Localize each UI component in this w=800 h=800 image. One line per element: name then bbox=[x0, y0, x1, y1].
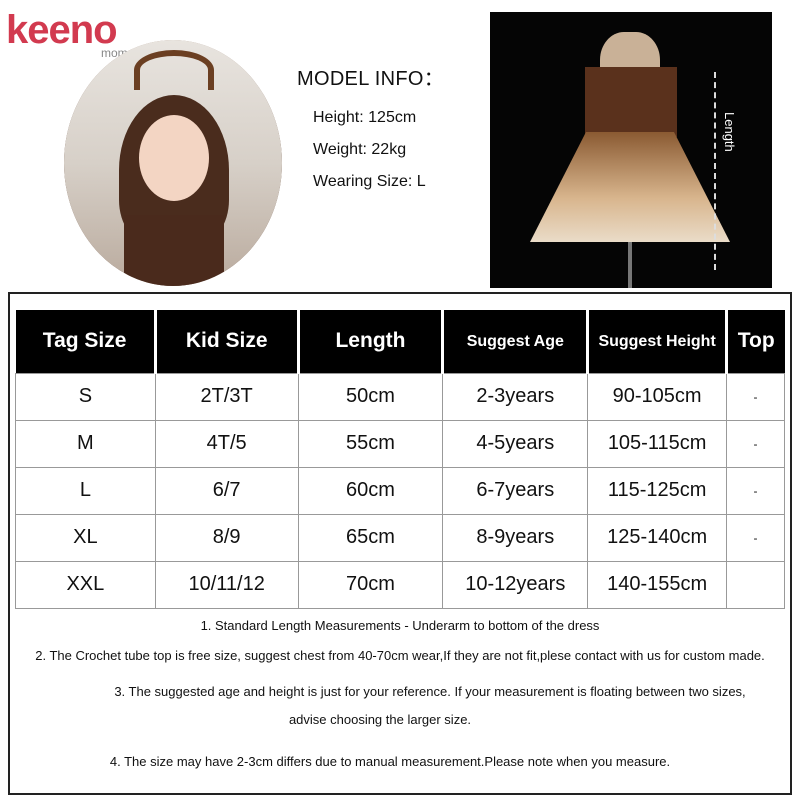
cell-suggest-age: 2-3years bbox=[442, 372, 589, 421]
cell-top: - bbox=[726, 513, 785, 562]
cell-kid-size: 4T/5 bbox=[154, 419, 299, 468]
cell-kid-size: 10/11/12 bbox=[154, 560, 299, 609]
table-row: XXL 10/11/12 70cm 10-12years 140-155cm bbox=[15, 560, 785, 609]
cell-kid-size: 2T/3T bbox=[154, 372, 299, 421]
note-3: 3. The suggested age and height is just … bbox=[114, 684, 746, 699]
cell-suggest-age: 8-9years bbox=[442, 513, 589, 562]
cell-top: - bbox=[726, 419, 785, 468]
cell-suggest-height: 115-125cm bbox=[587, 466, 728, 515]
cell-top: - bbox=[726, 466, 785, 515]
cell-kid-size: 8/9 bbox=[154, 513, 299, 562]
cell-tag-size: S bbox=[15, 372, 156, 421]
cell-length: 55cm bbox=[297, 419, 444, 468]
header-suggest-height: Suggest Height bbox=[587, 310, 729, 373]
size-table: Tag Size Kid Size Length Suggest Age Sug… bbox=[15, 310, 785, 609]
cell-top bbox=[726, 560, 785, 609]
model-info: MODEL INFO： Height: 125cm Weight: 22kg W… bbox=[297, 62, 444, 205]
table-row: M 4T/5 55cm 4-5years 105-115cm - bbox=[15, 419, 785, 468]
length-arrow bbox=[714, 72, 716, 270]
length-label: Length bbox=[722, 112, 737, 152]
cell-suggest-height: 140-155cm bbox=[587, 560, 728, 609]
model-height: Height: 125cm bbox=[313, 109, 417, 126]
dress-photo: Length bbox=[490, 12, 772, 288]
table-row: S 2T/3T 50cm 2-3years 90-105cm - bbox=[15, 372, 785, 421]
cell-tag-size: XXL bbox=[15, 560, 156, 609]
model-wearing-size: Wearing Size: L bbox=[313, 173, 426, 190]
model-photo bbox=[64, 40, 282, 286]
cell-tag-size: XL bbox=[15, 513, 156, 562]
cell-tag-size: L bbox=[15, 466, 156, 515]
cell-suggest-age: 6-7years bbox=[442, 466, 589, 515]
cell-suggest-age: 10-12years bbox=[442, 560, 589, 609]
cell-suggest-height: 90-105cm bbox=[587, 372, 728, 421]
note-1: 1. Standard Length Measurements - Undera… bbox=[200, 618, 600, 633]
header-length: Length bbox=[298, 310, 445, 373]
header-top: Top bbox=[726, 310, 785, 373]
cell-suggest-age: 4-5years bbox=[442, 419, 589, 468]
cell-kid-size: 6/7 bbox=[154, 466, 299, 515]
header-tag-size: Tag Size bbox=[15, 310, 157, 373]
size-chart-frame bbox=[8, 292, 792, 795]
header-suggest-age: Suggest Age bbox=[442, 310, 590, 373]
cell-suggest-height: 105-115cm bbox=[587, 419, 728, 468]
cell-tag-size: M bbox=[15, 419, 156, 468]
table-row: XL 8/9 65cm 8-9years 125-140cm - bbox=[15, 513, 785, 562]
note-4: 4. The size may have 2-3cm differs due t… bbox=[109, 754, 671, 769]
cell-length: 70cm bbox=[297, 560, 444, 609]
note-2: 2. The Crochet tube top is free size, su… bbox=[35, 648, 765, 663]
cell-suggest-height: 125-140cm bbox=[587, 513, 728, 562]
model-info-title: MODEL INFO： bbox=[297, 68, 445, 90]
cell-top: - bbox=[726, 372, 785, 421]
table-row: L 6/7 60cm 6-7years 115-125cm - bbox=[15, 466, 785, 515]
cell-length: 60cm bbox=[297, 466, 444, 515]
cell-length: 65cm bbox=[297, 513, 444, 562]
cell-length: 50cm bbox=[297, 372, 444, 421]
note-3-continued: advise choosing the larger size. bbox=[288, 712, 472, 727]
header-kid-size: Kid Size bbox=[155, 310, 300, 373]
model-weight: Weight: 22kg bbox=[313, 141, 407, 158]
table-header-row: Tag Size Kid Size Length Suggest Age Sug… bbox=[15, 310, 785, 373]
